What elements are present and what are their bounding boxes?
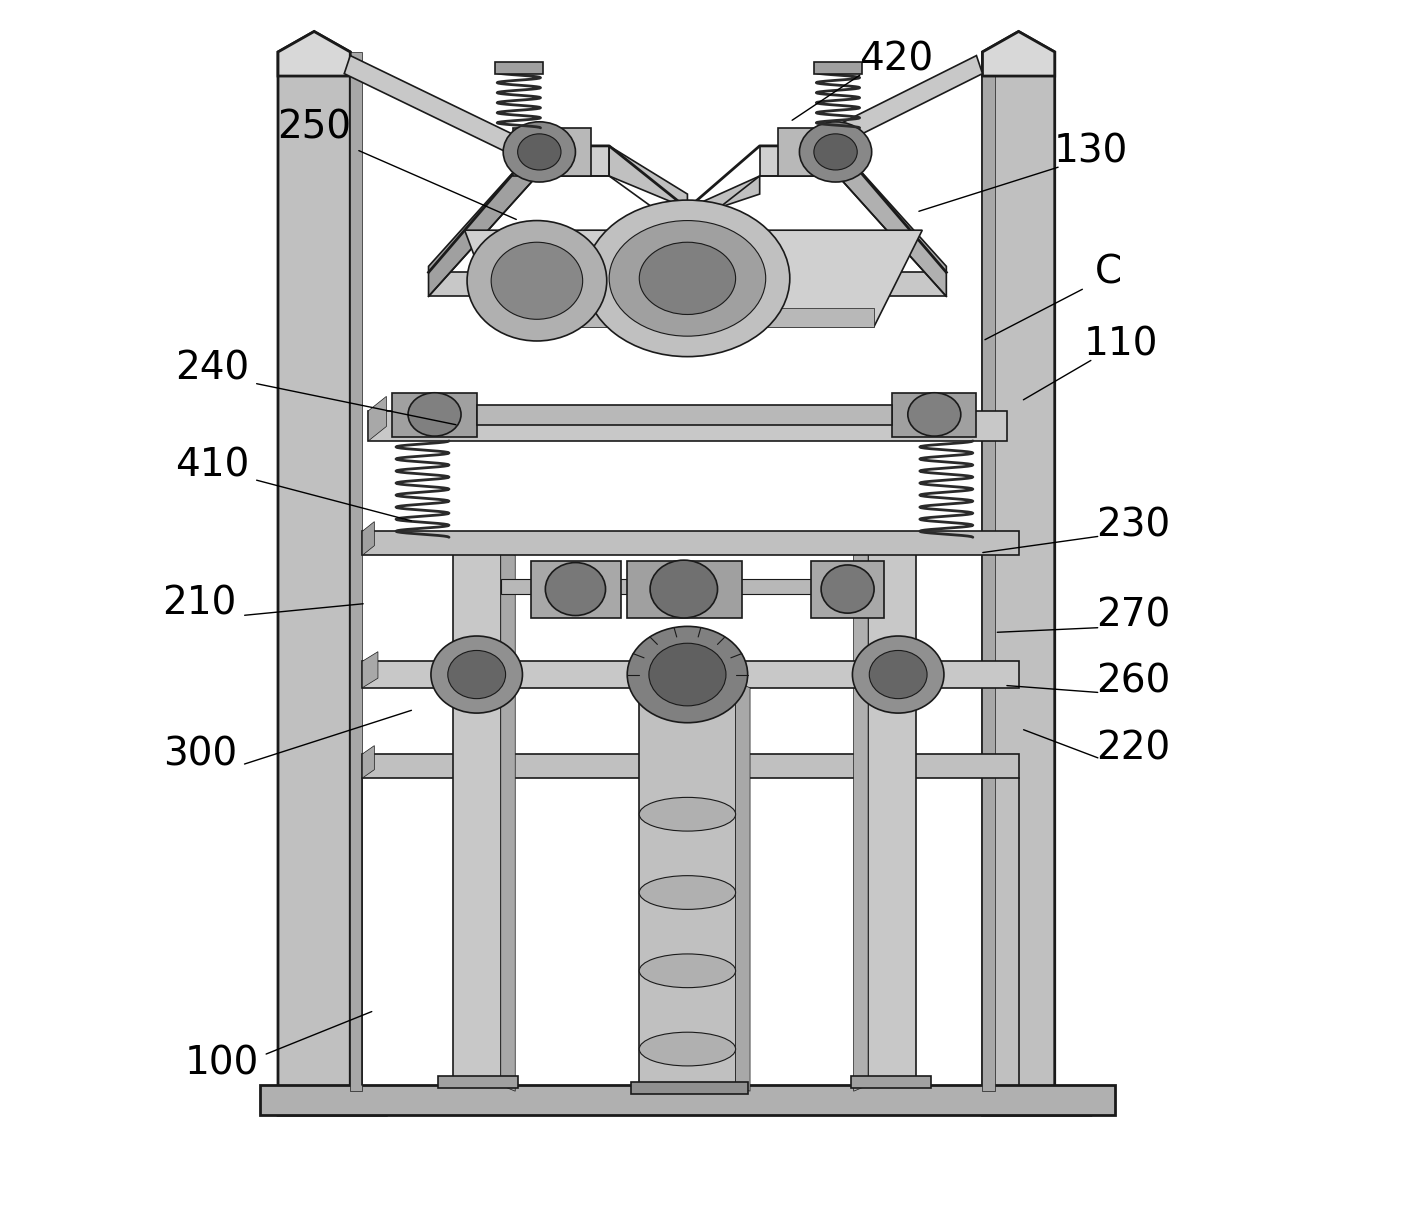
Polygon shape: [477, 404, 892, 425]
Polygon shape: [363, 746, 374, 779]
Polygon shape: [811, 561, 883, 618]
Polygon shape: [453, 549, 501, 1085]
Text: 270: 270: [1096, 596, 1170, 635]
Polygon shape: [982, 31, 1055, 76]
Text: 420: 420: [859, 40, 933, 78]
Polygon shape: [368, 396, 387, 441]
Polygon shape: [392, 392, 477, 437]
Ellipse shape: [869, 651, 927, 699]
Ellipse shape: [639, 875, 735, 909]
Polygon shape: [538, 146, 610, 176]
Ellipse shape: [650, 560, 718, 618]
Polygon shape: [854, 549, 868, 1091]
Text: C: C: [1095, 253, 1123, 291]
Polygon shape: [851, 1075, 931, 1088]
Polygon shape: [363, 652, 378, 688]
Ellipse shape: [639, 954, 735, 987]
Ellipse shape: [628, 626, 748, 723]
Text: 230: 230: [1096, 506, 1170, 544]
Polygon shape: [501, 309, 873, 327]
Polygon shape: [838, 146, 947, 297]
Text: 100: 100: [185, 1044, 258, 1083]
Polygon shape: [759, 146, 838, 176]
Polygon shape: [814, 62, 862, 74]
Ellipse shape: [800, 122, 872, 182]
Text: 300: 300: [162, 735, 237, 772]
Text: 210: 210: [162, 584, 237, 623]
Ellipse shape: [639, 243, 735, 315]
Polygon shape: [982, 31, 1091, 1115]
Polygon shape: [501, 579, 873, 594]
Polygon shape: [631, 1081, 748, 1094]
Ellipse shape: [430, 636, 522, 713]
Polygon shape: [501, 549, 515, 1091]
Ellipse shape: [610, 221, 766, 337]
Polygon shape: [610, 146, 759, 218]
Text: 250: 250: [277, 109, 351, 147]
Ellipse shape: [467, 221, 607, 342]
Polygon shape: [735, 682, 751, 1091]
Ellipse shape: [639, 798, 735, 832]
Text: 260: 260: [1096, 663, 1170, 701]
Polygon shape: [892, 392, 976, 437]
Text: 110: 110: [1084, 326, 1158, 363]
Polygon shape: [278, 31, 350, 76]
Ellipse shape: [504, 122, 576, 182]
Polygon shape: [344, 56, 538, 164]
Text: 410: 410: [175, 447, 248, 484]
Ellipse shape: [814, 134, 858, 170]
Polygon shape: [363, 754, 1019, 779]
Polygon shape: [363, 661, 1019, 688]
Text: 220: 220: [1096, 729, 1170, 766]
Ellipse shape: [408, 392, 461, 436]
Ellipse shape: [491, 243, 583, 320]
Ellipse shape: [649, 643, 727, 706]
Polygon shape: [429, 273, 947, 297]
Ellipse shape: [852, 636, 944, 713]
Polygon shape: [278, 31, 387, 1115]
Polygon shape: [350, 52, 363, 1091]
Polygon shape: [628, 561, 742, 618]
Polygon shape: [868, 549, 916, 1085]
Polygon shape: [796, 56, 982, 164]
Ellipse shape: [586, 200, 790, 356]
Ellipse shape: [907, 392, 961, 436]
Text: 130: 130: [1054, 133, 1127, 171]
Polygon shape: [368, 410, 1006, 441]
Polygon shape: [777, 128, 856, 176]
Polygon shape: [512, 128, 591, 176]
Ellipse shape: [639, 1032, 735, 1066]
Polygon shape: [495, 62, 543, 74]
Polygon shape: [464, 231, 923, 327]
Polygon shape: [439, 1075, 518, 1088]
Ellipse shape: [518, 134, 562, 170]
Ellipse shape: [821, 565, 873, 613]
Polygon shape: [260, 1085, 1115, 1115]
Polygon shape: [363, 521, 374, 555]
Ellipse shape: [545, 562, 605, 616]
Text: 240: 240: [175, 350, 248, 387]
Polygon shape: [363, 531, 1019, 555]
Ellipse shape: [447, 651, 505, 699]
Polygon shape: [982, 52, 995, 1091]
Polygon shape: [531, 561, 621, 618]
Polygon shape: [429, 146, 538, 297]
Polygon shape: [639, 682, 735, 1085]
